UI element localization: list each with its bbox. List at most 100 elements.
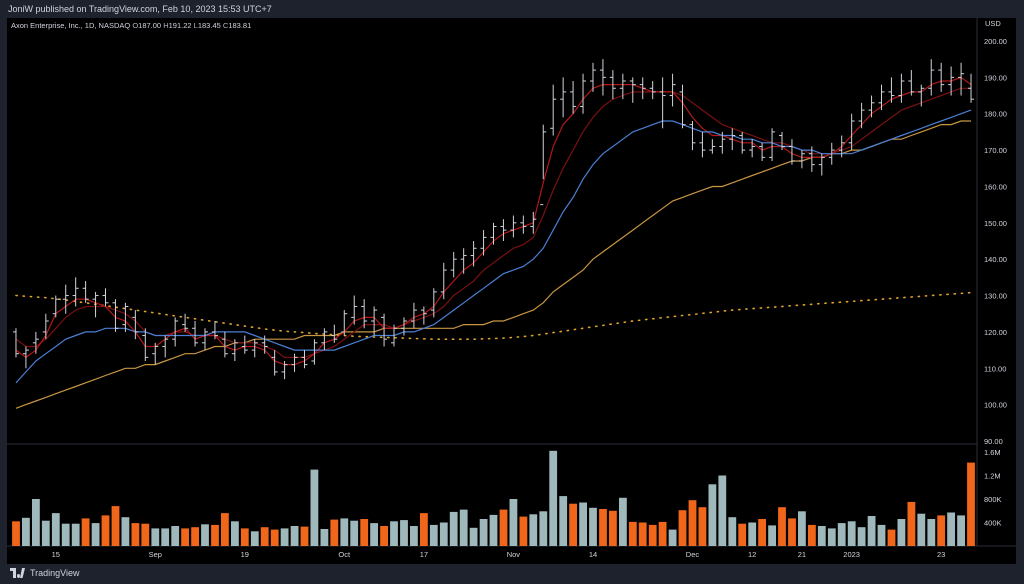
symbol-legend: Axon Enterprise, Inc., 1D, NASDAQ O187.0… <box>11 21 251 30</box>
ohlc-bar <box>968 73 975 103</box>
ohlc-bar <box>689 121 696 151</box>
volume-bar <box>728 517 737 546</box>
volume-bar <box>151 528 160 546</box>
volume-bar <box>489 514 498 546</box>
ohlc-bar <box>152 342 159 365</box>
ohlc-bar <box>410 302 417 329</box>
volume-bar <box>101 515 110 546</box>
ohlc-bar <box>550 84 557 136</box>
ohlc-bar <box>32 331 39 354</box>
currency-label: USD <box>985 19 1001 28</box>
ohlc-bar <box>888 77 895 103</box>
ohlc-bar <box>898 73 905 103</box>
chart-area[interactable]: USD 200.00 190.00 180.00 170.00 160.00 150.00 1… <box>7 18 1016 564</box>
legend-c-label: C <box>222 21 229 30</box>
volume-bar <box>290 526 299 546</box>
ohlc-bar <box>331 324 338 343</box>
time-tick-label: 2023 <box>843 550 860 559</box>
ohlc-bar <box>580 73 587 114</box>
volume-bar <box>619 497 627 546</box>
legend-o-label: O <box>132 21 139 30</box>
legend-l-label: L <box>193 21 198 30</box>
ohlc-bar <box>341 310 348 336</box>
volume-bar <box>559 496 568 546</box>
ohlc-bar <box>400 317 407 336</box>
ohlc-bar <box>490 222 497 245</box>
volume-bar <box>698 507 707 546</box>
volume-bar <box>887 529 896 546</box>
volume-bar <box>12 521 20 546</box>
volume-bar <box>111 506 120 546</box>
volume-bar <box>857 527 866 546</box>
volume-bar <box>91 523 100 546</box>
volume-bar <box>350 520 359 546</box>
ohlc-bar <box>231 339 238 361</box>
volume-bar <box>867 516 876 546</box>
time-tick-label: Sep <box>149 550 162 559</box>
volume-bar <box>648 524 657 546</box>
volume-bar <box>340 518 349 546</box>
volume-bar <box>32 499 40 546</box>
volume-bar <box>529 514 538 546</box>
ohlc-bar <box>211 321 218 340</box>
price-volume-chart[interactable]: USD 200.00 190.00 180.00 170.00 160.00 150.00 1… <box>7 18 1016 564</box>
volume-bar <box>429 524 438 546</box>
volume-bar <box>947 512 955 546</box>
ohlc-bar <box>371 306 378 336</box>
volume-bar <box>589 507 597 546</box>
volume-bar <box>837 523 846 546</box>
ema-blue-line <box>15 109 972 384</box>
ohlc-bar <box>172 317 179 347</box>
ohlc-bar <box>570 81 577 114</box>
volume-bar <box>827 528 836 546</box>
time-tick-label: 17 <box>420 550 428 559</box>
volume-bar <box>141 523 150 546</box>
volume-bar <box>798 511 806 546</box>
ohlc-bar <box>759 142 766 161</box>
ohlc-bar <box>440 262 447 300</box>
volume-tick-label: 1.6M <box>984 448 1001 457</box>
price-tick-label: 170.00 <box>984 146 1007 155</box>
ohlc-bar <box>470 241 477 267</box>
volume-bar <box>260 527 269 546</box>
tradingview-logo[interactable]: TradingView <box>10 568 80 578</box>
ohlc-bar <box>321 328 328 351</box>
volume-bar <box>817 526 826 546</box>
ohlc-bar <box>649 81 656 100</box>
volume-bar <box>300 526 309 546</box>
ohlc-bar <box>669 73 676 107</box>
ohlc-bar <box>938 62 945 92</box>
time-tick-label: Dec <box>686 550 700 559</box>
ohlc-bar <box>699 131 706 158</box>
ohlc-bar <box>241 335 248 354</box>
publish-info: JoniW published on TradingView.com, Feb … <box>8 4 272 14</box>
ohlc-bar <box>182 313 189 332</box>
price-tick-label: 120.00 <box>984 328 1007 337</box>
ohlc-bar <box>381 313 388 347</box>
volume-bar <box>370 523 378 546</box>
volume-bar <box>390 521 398 546</box>
volume-bar <box>51 513 60 546</box>
ohlc-bar <box>589 62 596 92</box>
ohlc-bar <box>92 291 99 318</box>
ohlc-bar <box>281 361 288 380</box>
volume-bar <box>439 522 448 546</box>
volume-bar <box>638 522 647 546</box>
volume-bar <box>808 524 816 546</box>
ohlc-bar <box>22 346 29 369</box>
ohlc-bar <box>132 310 139 340</box>
volume-bar <box>469 527 478 546</box>
volume-bar <box>420 513 428 546</box>
ohlc-bar <box>540 124 547 206</box>
ohlc-bar <box>82 281 89 303</box>
ohlc-bar <box>908 70 915 96</box>
ohlc-bar <box>520 215 527 234</box>
volume-tick-label: 800K <box>984 495 1002 504</box>
ohlc-bar <box>460 248 467 274</box>
ohlc-bar <box>142 328 149 361</box>
publish-bar: JoniW published on TradingView.com, Feb … <box>0 0 1024 18</box>
ohlc-bar <box>958 62 965 96</box>
ohlc-bar <box>162 335 169 358</box>
ohlc-bar <box>201 328 208 351</box>
volume-bar <box>270 529 279 546</box>
